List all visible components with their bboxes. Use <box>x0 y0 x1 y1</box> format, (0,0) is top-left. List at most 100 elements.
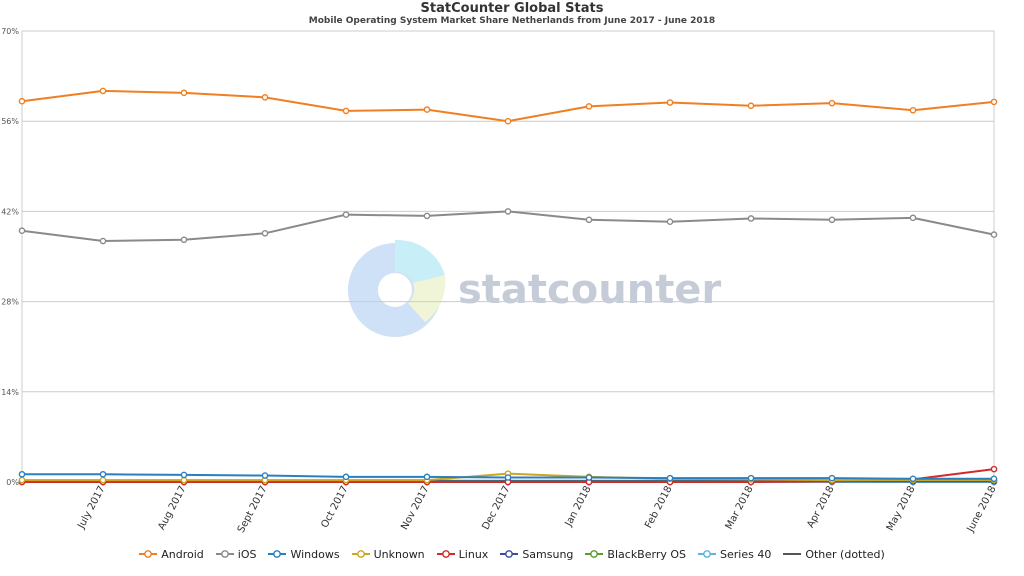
x-tick-label: Feb 2018 <box>643 484 674 530</box>
legend-swatch <box>215 550 234 558</box>
data-point-windows <box>99 470 107 478</box>
data-point-android <box>99 87 107 95</box>
data-point-ios <box>180 236 188 244</box>
x-tick-label: Nov 2017 <box>399 484 431 532</box>
series-ios <box>18 208 998 245</box>
data-point-windows <box>990 475 998 483</box>
data-point-unknown <box>99 476 107 484</box>
legend-swatch <box>783 553 802 555</box>
data-point-ios <box>747 215 755 222</box>
plot-area-border <box>21 30 995 483</box>
data-point-ios <box>828 216 836 224</box>
data-point-windows <box>342 473 350 481</box>
y-tick-label: 56% <box>1 117 19 126</box>
data-point-unknown <box>18 476 26 484</box>
data-point-ios <box>342 211 350 218</box>
legend-label: BlackBerry OS <box>607 547 686 561</box>
legend-item-blackberry-os[interactable]: BlackBerry OS <box>585 548 686 561</box>
logo-hole <box>380 275 410 305</box>
legend-swatch <box>698 550 716 558</box>
legend-label: Unknown <box>373 547 425 561</box>
data-point-android <box>423 106 431 113</box>
legend-label: Samsung <box>522 547 574 561</box>
legend-swatch <box>500 550 519 558</box>
series-windows <box>18 470 998 483</box>
legend-item-series-40[interactable]: Series 40 <box>698 548 771 561</box>
data-point-android <box>585 103 593 110</box>
series-line-android <box>21 89 995 123</box>
logo-segment-yellow <box>408 275 446 322</box>
legend-swatch <box>268 550 287 558</box>
data-point-unknown <box>180 476 188 484</box>
legend-swatch <box>436 550 455 558</box>
y-tick-label: 28% <box>1 298 19 307</box>
data-point-windows <box>423 473 431 481</box>
data-point-windows <box>180 471 188 479</box>
legend-label: Windows <box>290 547 340 561</box>
data-point-ios <box>18 227 26 235</box>
series-lines <box>18 87 998 486</box>
data-point-android <box>990 98 998 106</box>
data-point-windows <box>261 472 269 479</box>
chart-title: StatCounter Global Stats <box>420 1 604 16</box>
data-point-windows <box>504 474 512 481</box>
legend-swatch-marker <box>220 550 229 558</box>
data-point-ios <box>909 214 917 222</box>
data-point-windows <box>828 474 836 482</box>
legend-label: Android <box>161 547 204 561</box>
y-tick-label: 0% <box>6 478 19 487</box>
data-point-android <box>666 99 674 106</box>
data-point-windows <box>585 474 593 481</box>
y-tick-label: 14% <box>1 388 19 397</box>
x-tick-label: May 2018 <box>885 484 918 533</box>
x-tick-label: Apr 2018 <box>805 484 836 530</box>
grid <box>21 30 995 483</box>
data-point-android <box>828 99 836 107</box>
legend-label: Other (dotted) <box>805 547 885 561</box>
x-tick-label: Aug 2017 <box>156 484 188 532</box>
statcounter-logo-watermark: statcounter <box>348 239 721 337</box>
legend-swatch-marker <box>590 550 599 558</box>
legend-swatch-marker <box>505 550 514 558</box>
data-point-windows <box>666 474 674 482</box>
legend-item-android[interactable]: Android <box>139 548 204 561</box>
data-point-windows <box>747 474 755 482</box>
legend-swatch-marker <box>273 550 282 558</box>
x-tick-label: July 2017 <box>76 484 108 531</box>
legend-item-unknown[interactable]: Unknown <box>351 547 425 561</box>
data-point-ios <box>99 237 107 245</box>
data-point-ios <box>261 230 269 237</box>
series-line-ios <box>21 210 995 243</box>
legend-item-other-dotted[interactable]: Other (dotted) <box>783 547 885 561</box>
y-tick-label: 42% <box>1 207 19 216</box>
y-tick-label: 70% <box>1 27 19 36</box>
data-point-windows <box>18 470 26 478</box>
data-point-android <box>261 94 269 101</box>
data-point-ios <box>504 208 512 215</box>
legend-swatch <box>585 550 604 558</box>
legend-item-samsung[interactable]: Samsung <box>500 548 573 561</box>
data-point-android <box>504 117 512 125</box>
data-point-ios <box>423 212 431 220</box>
x-tick-label: Oct 2017 <box>319 484 350 530</box>
legend-item-windows[interactable]: Windows <box>268 547 340 561</box>
legend-swatch-marker <box>703 550 711 558</box>
legend-swatch-marker <box>356 550 365 558</box>
chart-subtitle: Mobile Operating System Market Share Net… <box>308 16 716 26</box>
data-point-android <box>747 102 755 110</box>
data-point-linux <box>990 465 998 473</box>
logo-segment-cyan <box>395 239 445 283</box>
data-point-android <box>909 106 917 114</box>
data-point-android <box>180 89 188 97</box>
data-point-ios <box>585 216 593 224</box>
data-point-ios <box>666 218 674 226</box>
data-point-ios <box>990 231 998 238</box>
legend-label: Series 40 <box>720 547 772 561</box>
data-point-android <box>342 107 350 115</box>
x-tick-label: Mar 2018 <box>724 484 756 531</box>
legend-item-linux[interactable]: Linux <box>436 548 488 561</box>
legend-swatch-marker <box>441 550 450 558</box>
legend-item-ios[interactable]: iOS <box>215 547 257 561</box>
legend-label: iOS <box>237 547 257 561</box>
